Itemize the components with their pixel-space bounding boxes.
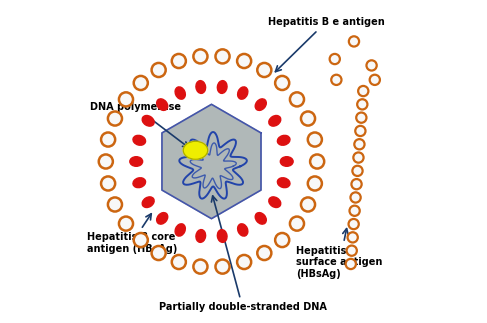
Circle shape: [101, 176, 115, 191]
Ellipse shape: [133, 178, 146, 188]
Ellipse shape: [238, 87, 248, 99]
Circle shape: [215, 49, 229, 63]
Circle shape: [193, 49, 207, 63]
Ellipse shape: [217, 81, 227, 93]
Circle shape: [172, 255, 186, 269]
Circle shape: [366, 60, 377, 70]
Circle shape: [346, 259, 356, 269]
Circle shape: [370, 75, 380, 85]
Ellipse shape: [269, 116, 281, 126]
Circle shape: [290, 92, 304, 107]
Ellipse shape: [130, 157, 143, 166]
Circle shape: [354, 152, 364, 163]
Ellipse shape: [255, 213, 266, 224]
Circle shape: [290, 216, 304, 231]
Circle shape: [356, 112, 366, 123]
Ellipse shape: [142, 116, 154, 126]
Ellipse shape: [175, 224, 186, 236]
Text: Hepatitis B
surface antigen
(HBsAg): Hepatitis B surface antigen (HBsAg): [296, 229, 383, 279]
Circle shape: [257, 63, 271, 77]
Circle shape: [353, 166, 363, 176]
Circle shape: [301, 111, 315, 126]
Circle shape: [348, 232, 358, 243]
Circle shape: [330, 54, 340, 64]
Circle shape: [355, 126, 366, 136]
Circle shape: [101, 132, 115, 147]
Circle shape: [119, 92, 133, 107]
Circle shape: [275, 233, 289, 247]
Ellipse shape: [281, 157, 293, 166]
Circle shape: [237, 255, 251, 269]
Circle shape: [357, 99, 367, 109]
Text: Hepatitis B e antigen: Hepatitis B e antigen: [267, 17, 384, 72]
Circle shape: [237, 54, 251, 68]
Circle shape: [99, 154, 113, 169]
Circle shape: [310, 154, 324, 169]
Polygon shape: [162, 104, 261, 219]
Circle shape: [351, 192, 361, 203]
Ellipse shape: [196, 81, 206, 93]
Ellipse shape: [269, 197, 281, 207]
Ellipse shape: [217, 230, 227, 242]
Circle shape: [275, 76, 289, 90]
Circle shape: [347, 245, 357, 256]
Circle shape: [355, 139, 365, 149]
Circle shape: [349, 36, 359, 47]
Circle shape: [108, 111, 122, 126]
Circle shape: [215, 260, 229, 274]
Circle shape: [134, 76, 148, 90]
Ellipse shape: [183, 141, 207, 159]
Circle shape: [257, 246, 271, 260]
Circle shape: [151, 246, 166, 260]
Ellipse shape: [278, 178, 290, 188]
Circle shape: [301, 197, 315, 212]
Ellipse shape: [157, 213, 168, 224]
Ellipse shape: [196, 230, 206, 242]
Ellipse shape: [133, 135, 146, 145]
Circle shape: [308, 176, 322, 191]
Circle shape: [119, 216, 133, 231]
Ellipse shape: [278, 135, 290, 145]
Ellipse shape: [142, 197, 154, 207]
Circle shape: [108, 197, 122, 212]
Circle shape: [350, 206, 360, 216]
Circle shape: [352, 179, 362, 189]
Text: DNA polymerase: DNA polymerase: [90, 102, 188, 148]
Ellipse shape: [238, 224, 248, 236]
Ellipse shape: [175, 87, 186, 99]
Circle shape: [358, 86, 368, 96]
Circle shape: [308, 132, 322, 147]
Circle shape: [151, 63, 166, 77]
Circle shape: [349, 219, 359, 229]
Ellipse shape: [255, 99, 266, 110]
Circle shape: [193, 260, 207, 274]
Text: Partially double-stranded DNA: Partially double-stranded DNA: [159, 196, 326, 312]
Circle shape: [134, 233, 148, 247]
Ellipse shape: [157, 99, 168, 110]
Text: Hepatitis B core
antigen (HBcAg): Hepatitis B core antigen (HBcAg): [87, 214, 177, 254]
Circle shape: [172, 54, 186, 68]
Circle shape: [331, 75, 341, 85]
